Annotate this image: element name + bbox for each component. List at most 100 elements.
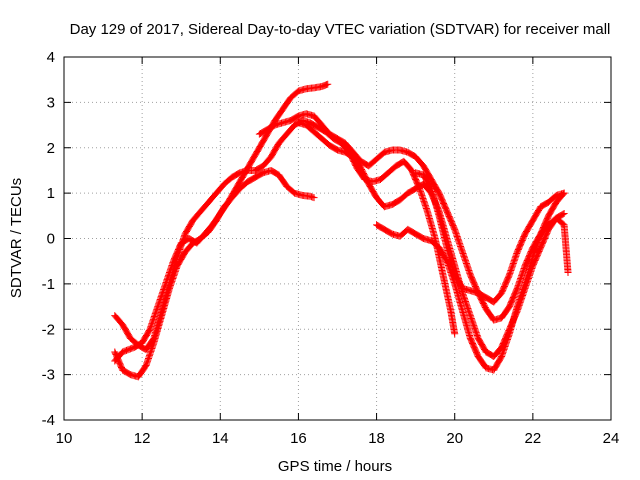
data-point — [356, 167, 358, 169]
data-point — [415, 188, 417, 190]
data-point — [407, 192, 409, 194]
data-point — [430, 240, 432, 242]
x-tick-label: 22 — [525, 430, 542, 447]
data-point — [493, 301, 495, 303]
data-point — [532, 219, 534, 221]
data-point — [329, 133, 331, 135]
data-point — [337, 138, 338, 140]
data-point — [129, 337, 131, 339]
data-point — [305, 124, 307, 126]
data-point — [321, 138, 323, 140]
data-point — [493, 369, 495, 371]
data-point — [376, 197, 378, 199]
data-point — [477, 355, 479, 357]
data-point — [313, 115, 315, 117]
series-track-6 — [373, 189, 568, 374]
data-point — [321, 85, 323, 87]
data-point — [516, 251, 518, 253]
data-point — [262, 165, 264, 167]
data-point — [153, 337, 155, 339]
data-point — [516, 287, 518, 289]
data-point — [485, 296, 487, 298]
data-point — [290, 97, 292, 99]
data-point — [485, 308, 487, 310]
data-point — [309, 122, 311, 124]
data-point — [114, 351, 116, 353]
x-tick-label: 10 — [56, 430, 73, 447]
data-point — [188, 238, 190, 239]
data-point — [258, 147, 260, 149]
series-track-4 — [255, 110, 568, 324]
data-point — [133, 346, 135, 348]
data-point — [555, 194, 557, 196]
data-point — [403, 160, 405, 162]
data-point — [501, 355, 503, 357]
data-point — [137, 376, 139, 378]
data-point — [122, 351, 124, 353]
data-series-group — [111, 80, 572, 381]
data-point — [192, 242, 194, 244]
data-point — [231, 197, 233, 199]
data-point — [415, 233, 417, 235]
data-point — [360, 160, 362, 162]
data-point — [563, 213, 565, 215]
y-tick-label: -4 — [42, 412, 55, 429]
data-point — [508, 306, 510, 308]
data-point — [149, 328, 151, 330]
data-point — [313, 87, 315, 89]
data-point — [258, 133, 260, 135]
data-point — [485, 351, 487, 353]
y-tick-label: -3 — [42, 367, 55, 384]
data-point — [165, 283, 167, 285]
data-point — [286, 133, 288, 135]
data-point — [254, 169, 256, 171]
y-axis-label: SDTVAR / TECUs — [8, 178, 25, 298]
data-point — [114, 315, 116, 317]
y-tick-label: -2 — [42, 321, 55, 338]
data-point — [399, 149, 401, 151]
data-point — [208, 231, 210, 233]
data-point — [247, 181, 249, 183]
data-point — [438, 192, 440, 194]
data-point — [469, 274, 471, 276]
data-point — [547, 215, 549, 217]
data-point — [262, 172, 264, 174]
data-point — [278, 142, 280, 144]
y-tick-label: 0 — [47, 231, 55, 248]
data-point — [450, 310, 452, 312]
data-point — [422, 238, 424, 239]
data-point — [215, 219, 217, 221]
y-tick-label: -1 — [42, 276, 55, 293]
data-point — [215, 192, 217, 194]
data-point — [555, 201, 557, 203]
data-point — [122, 324, 124, 326]
data-point — [563, 224, 565, 226]
data-point — [294, 192, 296, 194]
data-point — [313, 197, 315, 199]
x-tick-label: 24 — [603, 430, 620, 447]
data-point — [282, 108, 284, 110]
data-point — [270, 169, 272, 171]
y-tick-label: 2 — [47, 140, 55, 157]
data-point — [176, 256, 178, 258]
data-point — [321, 124, 323, 126]
data-point — [395, 165, 397, 167]
data-point — [493, 355, 495, 357]
data-point — [266, 133, 268, 135]
data-point — [493, 319, 495, 321]
data-point — [239, 172, 241, 174]
data-point — [391, 233, 393, 235]
data-point — [231, 176, 233, 178]
x-tick-label: 12 — [134, 430, 151, 447]
data-point — [387, 172, 389, 174]
data-point — [485, 367, 487, 369]
data-point — [286, 185, 288, 187]
data-point — [368, 165, 370, 167]
data-point — [415, 172, 417, 174]
data-point — [407, 151, 409, 153]
data-point — [352, 156, 354, 158]
data-point — [383, 206, 385, 208]
data-point — [223, 183, 225, 185]
